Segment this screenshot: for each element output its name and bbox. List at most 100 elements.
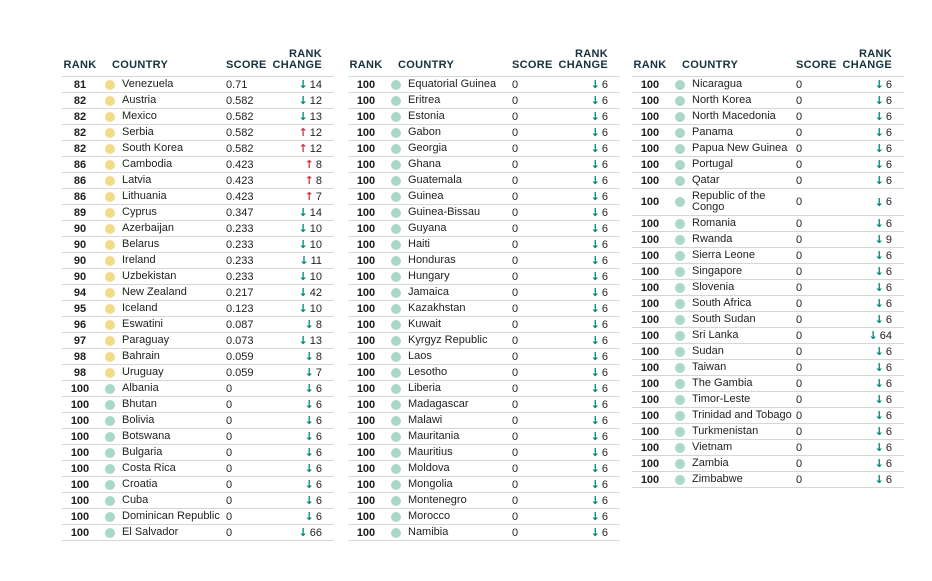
country-status-dot-icon xyxy=(105,527,115,538)
arrow-down-icon: ↓ xyxy=(298,110,308,123)
country-name: Guinea xyxy=(408,190,444,202)
table-row: 90 Ireland 0.233 ↓ 11 xyxy=(62,253,334,269)
rank-change-cell: ↓ 6 xyxy=(558,223,608,235)
column-header-country: COUNTRY xyxy=(398,59,455,71)
arrow-down-icon: ↓ xyxy=(874,233,884,246)
score-cell: 0 xyxy=(512,398,519,411)
rank-cell: 100 xyxy=(356,382,376,395)
score-cell: 0 xyxy=(512,78,519,91)
country-cell: Ireland xyxy=(122,253,226,268)
rank-change-cell: ↓ 6 xyxy=(558,447,608,459)
arrow-down-icon: ↓ xyxy=(298,94,308,107)
country-cell: Singapore xyxy=(692,264,796,279)
country-dot-cell xyxy=(98,111,122,122)
country-status-dot-icon xyxy=(105,383,115,394)
country-status-dot-icon xyxy=(105,351,115,362)
country-status-dot-icon xyxy=(675,442,685,453)
country-dot-cell xyxy=(384,367,408,378)
country-name: Guinea-Bissau xyxy=(408,206,481,218)
change-value: 6 xyxy=(601,526,608,539)
score-cell: 0 xyxy=(512,494,519,507)
country-cell: Ghana xyxy=(408,157,512,172)
country-name: Slovenia xyxy=(692,281,735,293)
country-name: Guyana xyxy=(408,222,447,234)
country-cell: Slovenia xyxy=(692,280,796,295)
rank-change-cell: ↓ 14 xyxy=(272,79,322,91)
rank-change-cell: ↓ 14 xyxy=(272,207,322,219)
country-name: El Salvador xyxy=(122,526,179,538)
country-name: Kazakhstan xyxy=(408,302,466,314)
score-cell: 0 xyxy=(512,414,519,427)
country-dot-cell xyxy=(668,378,692,389)
arrow-up-icon: ↑ xyxy=(304,174,314,187)
country-cell: Azerbaijan xyxy=(122,221,226,236)
country-cell: Honduras xyxy=(408,253,512,268)
table-row: 86 Lithuania 0.423 ↑ 7 xyxy=(62,189,334,205)
country-dot-cell xyxy=(668,362,692,373)
rank-cell: 100 xyxy=(356,478,376,491)
table-row: 100 Slovenia 0 ↓ 6 xyxy=(632,280,904,296)
rank-cell: 82 xyxy=(73,142,87,155)
rank-change-cell: ↓ 6 xyxy=(558,383,608,395)
rank-cell: 100 xyxy=(356,238,376,251)
table-row: 82 Mexico 0.582 ↓ 13 xyxy=(62,109,334,125)
change-value: 6 xyxy=(601,142,608,155)
country-status-dot-icon xyxy=(105,287,115,298)
country-cell: Panama xyxy=(692,125,796,140)
country-name: Serbia xyxy=(122,126,154,138)
rank-change-cell: ↓ 6 xyxy=(272,415,322,427)
rank-change-cell: ↓ 6 xyxy=(842,159,892,171)
country-cell: South Korea xyxy=(122,141,226,156)
table-row: 94 New Zealand 0.217 ↓ 42 xyxy=(62,285,334,301)
table-body: 100 Nicaragua 0 ↓ 6 100 North Korea 0 ↓ … xyxy=(632,77,904,488)
rank-change-cell: ↓ 66 xyxy=(272,527,322,539)
country-cell: Timor-Leste xyxy=(692,392,796,407)
country-status-dot-icon xyxy=(391,143,401,154)
score-cell: 0 xyxy=(512,334,519,347)
country-cell: Papua New Guinea xyxy=(692,141,796,156)
country-name: Botswana xyxy=(122,430,171,442)
country-dot-cell xyxy=(668,394,692,405)
rank-cell: 90 xyxy=(73,222,87,235)
table-row: 100 Guatemala 0 ↓ 6 xyxy=(348,173,620,189)
country-status-dot-icon xyxy=(391,287,401,298)
rank-change-cell: ↓ 6 xyxy=(272,431,322,443)
country-cell: Laos xyxy=(408,349,512,364)
country-cell: Malawi xyxy=(408,413,512,428)
rank-change-cell: ↓ 6 xyxy=(842,266,892,278)
country-status-dot-icon xyxy=(391,399,401,410)
rank-cell: 97 xyxy=(73,334,87,347)
rank-change-cell: ↓ 6 xyxy=(558,143,608,155)
country-cell: El Salvador xyxy=(122,525,226,540)
country-dot-cell xyxy=(98,303,122,314)
score-cell: 0 xyxy=(796,142,803,155)
arrow-down-icon: ↓ xyxy=(298,270,308,283)
change-value: 6 xyxy=(885,377,892,390)
rank-change-cell: ↑ 12 xyxy=(272,127,322,139)
country-cell: Lithuania xyxy=(122,189,226,204)
country-cell: Morocco xyxy=(408,509,512,524)
score-cell: 0 xyxy=(512,446,519,459)
table-row: 100 Dominican Republic 0 ↓ 6 xyxy=(62,509,334,525)
score-cell: 0 xyxy=(796,297,803,310)
score-cell: 0.233 xyxy=(226,222,254,235)
rank-cell: 98 xyxy=(73,366,87,379)
country-name: Gabon xyxy=(408,126,442,138)
country-name: Venezuela xyxy=(122,78,174,90)
country-status-dot-icon xyxy=(675,314,685,325)
country-status-dot-icon xyxy=(391,239,401,250)
table-row: 86 Cambodia 0.423 ↑ 8 xyxy=(62,157,334,173)
table-row: 100 Eritrea 0 ↓ 6 xyxy=(348,93,620,109)
table-row: 100 Moldova 0 ↓ 6 xyxy=(348,461,620,477)
rank-cell: 100 xyxy=(356,398,376,411)
country-status-dot-icon xyxy=(675,362,685,373)
country-cell: Kyrgyz Republic xyxy=(408,333,512,348)
change-value: 6 xyxy=(315,430,322,443)
rank-cell: 82 xyxy=(73,110,87,123)
table-row: 100 Guyana 0 ↓ 6 xyxy=(348,221,620,237)
country-name: Jamaica xyxy=(408,286,449,298)
score-cell: 0 xyxy=(512,510,519,523)
arrow-down-icon: ↓ xyxy=(874,110,884,123)
score-cell: 0 xyxy=(796,126,803,139)
arrow-down-icon: ↓ xyxy=(874,473,884,486)
